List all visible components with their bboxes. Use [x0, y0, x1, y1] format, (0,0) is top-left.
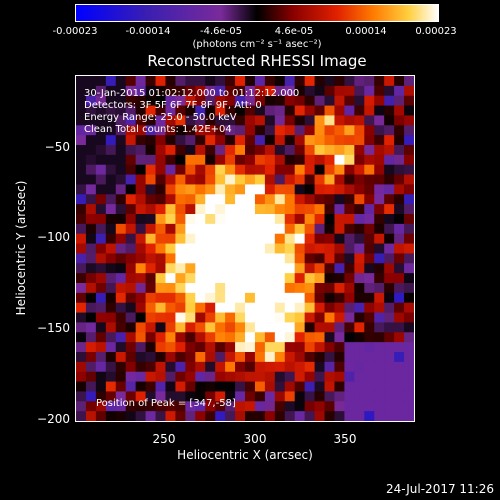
colorbar-tick: 4.6e-05 [275, 26, 313, 37]
annotation-detectors: Detectors: 3F 5F 6F 7F 8F 9F, Att: 0 [84, 100, 262, 111]
y-tick-label: −150 [37, 321, 70, 335]
y-axis-label: Heliocentric Y (arcsec) [14, 181, 28, 316]
plot-timestamp: 24-Jul-2017 11:26 [386, 482, 494, 496]
y-tick-label: −50 [45, 140, 70, 154]
x-tick-label: 350 [334, 432, 357, 446]
y-tick-label: −100 [37, 230, 70, 244]
colorbar-tick: 0.00014 [345, 26, 386, 37]
x-tick-label: 250 [153, 432, 176, 446]
x-axis-label: Heliocentric X (arcsec) [177, 448, 313, 462]
colorbar-tick: 0.00023 [415, 26, 456, 37]
x-tick-label: 300 [244, 432, 267, 446]
annotation-peak: Position of Peak = [347,-58] [96, 398, 236, 409]
plot-area: 30-Jan-2015 01:02:12.000 to 01:12:12.000… [75, 75, 415, 422]
colorbar-unit: (photons cm⁻² s⁻¹ asec⁻²) [192, 39, 321, 50]
colorbar-tick: -0.00014 [126, 26, 171, 37]
colorbar [75, 4, 439, 22]
colorbar-tick: -4.6e-05 [200, 26, 242, 37]
y-tick-label: −200 [37, 412, 70, 426]
annotation-method: Clean Total counts: 1.42E+04 [84, 124, 232, 135]
colorbar-tick: -0.00023 [53, 26, 98, 37]
annotation-time: 30-Jan-2015 01:02:12.000 to 01:12:12.000 [84, 88, 299, 99]
colorbar-gradient [76, 5, 438, 21]
chart-title: Reconstructed RHESSI Image [147, 52, 366, 70]
annotation-energy: Energy Range: 25.0 - 50.0 keV [84, 112, 237, 123]
